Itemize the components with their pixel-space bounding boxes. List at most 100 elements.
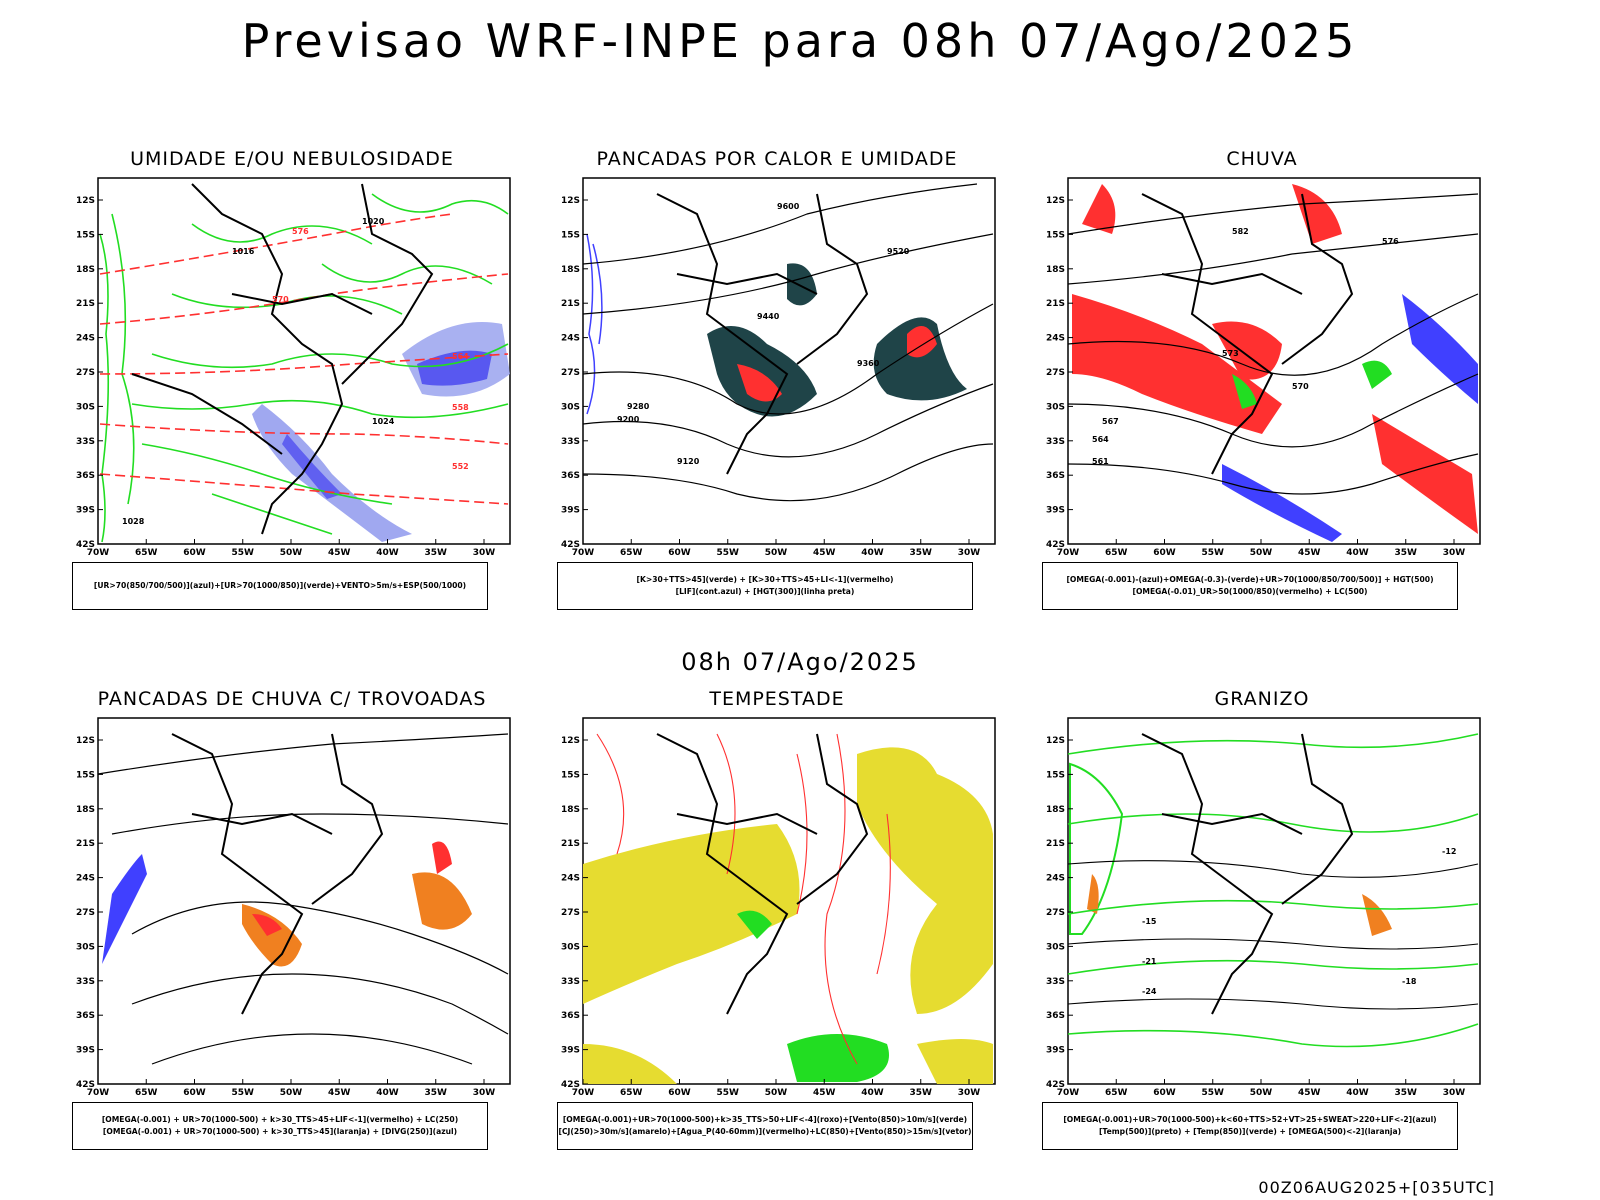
lat-tick-label: 27S	[1046, 368, 1065, 378]
lon-tick-label: 70W	[572, 548, 595, 558]
lon-tick-label: 65W	[620, 1088, 643, 1098]
contour-label: 1020	[362, 217, 385, 226]
lat-tick-label: 18S	[561, 265, 580, 275]
lat-tick-label: 27S	[76, 368, 95, 378]
country-borders	[656, 193, 869, 475]
lon-tick-label: 30W	[473, 548, 496, 558]
lat-tick-label: 33S	[1046, 437, 1065, 447]
contour-label: 558	[452, 403, 469, 412]
lon-tick-label: 40W	[1346, 548, 1369, 558]
lat-tick-label: 21S	[76, 839, 95, 849]
lat-tick-label: 21S	[1046, 839, 1065, 849]
legend-box: [OMEGA(-0.001)-(azul)+OMEGA(-0.3)-(verde…	[1042, 562, 1458, 610]
contour-label: 9600	[777, 202, 800, 211]
streamlines	[97, 733, 509, 1065]
legend-line: [LIF](cont.azul) + [HGT(300)](linha pret…	[675, 587, 855, 596]
lat-tick-label: 30S	[1046, 942, 1065, 952]
panel-title: TEMPESTADE	[709, 688, 845, 710]
forecast-time: 08h 07/Ago/2025	[681, 648, 919, 676]
lon-tick-label: 50W	[280, 1088, 303, 1098]
lon-tick-label: 35W	[910, 548, 933, 558]
main-title: Previsao WRF-INPE para 08h 07/Ago/2025	[241, 14, 1359, 68]
map-chuva[interactable]: 582 576 573 570 567 564 561 12S 15S 18S 21S…	[1042, 174, 1482, 564]
hail-fill	[1069, 762, 1392, 936]
lat-tick-label: 21S	[76, 299, 95, 309]
panel-tempestade: TEMPESTADE 12S 15S 18S 21S 24S 27S 30S 33S 36S 39…	[557, 688, 997, 1188]
country-borders	[1141, 733, 1354, 1015]
lat-tick-label: 18S	[561, 805, 580, 815]
lat-tick-label: 36S	[76, 471, 95, 481]
lon-tick-label: 50W	[280, 548, 303, 558]
lon-tick-label: 35W	[1395, 548, 1418, 558]
legend-line: [UR>70(850/700/500)](azul)+[UR>70(1000/8…	[93, 581, 467, 590]
lat-tick-label: 21S	[561, 299, 580, 309]
lat-tick-label: 30S	[561, 402, 580, 412]
lat-tick-label: 12S	[561, 736, 580, 746]
panel-umidade: UMIDADE E/OU NEBULOSIDADE	[72, 148, 512, 648]
lat-tick-label: 42S	[76, 1080, 95, 1090]
lat-tick-label: 39S	[76, 506, 95, 516]
contour-label: 564	[1092, 435, 1109, 444]
lat-tick-label: 33S	[561, 977, 580, 987]
map-granizo[interactable]: -12 -15 -18 -21 -24 12S 15S 18S 21S 24S 27S 30…	[1042, 714, 1482, 1104]
lat-tick-label: 33S	[76, 437, 95, 447]
legend-line: [OMEGA(-0.001)+UR>70(1000-500)+k>35_TTS>…	[562, 1115, 968, 1124]
lon-tick-label: 50W	[765, 1088, 788, 1098]
lat-tick-label: 33S	[76, 977, 95, 987]
lon-tick-label: 55W	[1202, 1088, 1225, 1098]
lon-tick-label: 35W	[1395, 1088, 1418, 1098]
lat-tick-label: 15S	[1046, 230, 1065, 240]
legend-line: [OMEGA(-0.001)+UR>70(1000-500)+k<60+TTS>…	[1063, 1115, 1437, 1124]
lat-tick-label: 36S	[1046, 1011, 1065, 1021]
lat-tick-label: 36S	[76, 1011, 95, 1021]
contour-label: -21	[1142, 957, 1157, 966]
contour-label: 9120	[677, 457, 700, 466]
contour-label: 576	[1382, 237, 1399, 246]
contour-label: 1016	[232, 247, 255, 256]
lat-tick-label: 12S	[1046, 736, 1065, 746]
lat-tick-label: 27S	[561, 908, 580, 918]
lat-tick-label: 15S	[561, 770, 580, 780]
contour-label: 1024	[372, 417, 395, 426]
lon-tick-label: 55W	[717, 1088, 740, 1098]
lat-tick-label: 18S	[76, 805, 95, 815]
lon-tick-label: 50W	[1250, 548, 1273, 558]
legend-line: [OMEGA(-0.001) + UR>70(1000-500) + k>30_…	[101, 1115, 459, 1124]
height-contours	[582, 183, 994, 502]
panel-granizo: GRANIZO -12 -15 -18 -21	[1042, 688, 1482, 1188]
lon-tick-label: 45W	[1298, 548, 1321, 558]
lat-tick-label: 39S	[1046, 1046, 1065, 1056]
contour-label: 564	[452, 352, 469, 361]
contour-label: 9520	[887, 247, 910, 256]
lon-tick-label: 70W	[1057, 548, 1080, 558]
lat-tick-label: 24S	[1046, 874, 1065, 884]
lat-tick-label: 27S	[1046, 908, 1065, 918]
lat-tick-label: 24S	[1046, 334, 1065, 344]
lat-tick-label: 12S	[76, 736, 95, 746]
lon-tick-label: 45W	[813, 548, 836, 558]
lon-tick-label: 45W	[328, 548, 351, 558]
lon-tick-label: 45W	[1298, 1088, 1321, 1098]
lat-tick-label: 36S	[561, 471, 580, 481]
lon-tick-label: 55W	[232, 1088, 255, 1098]
lon-tick-label: 35W	[910, 1088, 933, 1098]
map-umidade[interactable]: 1020 1016 1024 1028 552 558 564 570 576 …	[72, 174, 512, 564]
lat-tick-label: 27S	[76, 908, 95, 918]
lat-tick-label: 30S	[1046, 402, 1065, 412]
lon-tick-label: 40W	[376, 548, 399, 558]
contour-label: 1028	[122, 517, 145, 526]
contour-label: 570	[1292, 382, 1309, 391]
lat-tick-label: 12S	[76, 196, 95, 206]
map-pancadas-calor[interactable]: 9600 9520 9440 9360 9280 9200 9120 12S 15…	[557, 174, 997, 564]
panel-title: UMIDADE E/OU NEBULOSIDADE	[130, 148, 454, 170]
lon-tick-label: 40W	[1346, 1088, 1369, 1098]
streamlines	[1067, 193, 1479, 495]
jet-fill	[583, 747, 993, 1084]
lat-tick-label: 15S	[561, 230, 580, 240]
lat-tick-label: 24S	[561, 874, 580, 884]
storm-fill	[102, 841, 472, 967]
